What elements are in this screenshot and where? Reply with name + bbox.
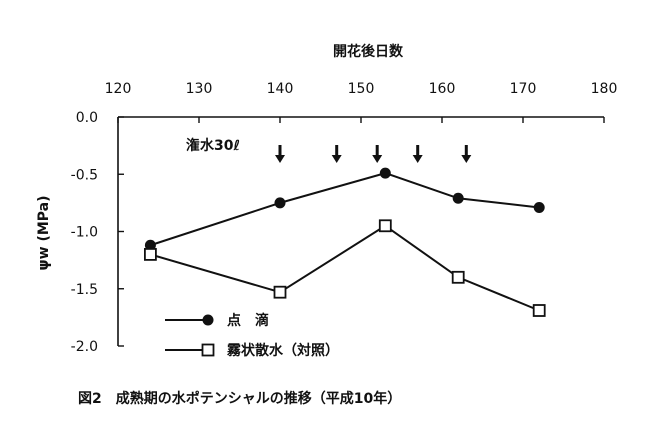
series-line [150,172,540,247]
legend-label-drip: 点 滴 [227,312,269,329]
arrow-head [331,155,342,163]
down-arrow-icon [372,145,383,163]
x-tick-label: 160 [429,81,456,97]
x-tick-label: 170 [510,81,537,97]
legend-marker-drip [202,314,214,326]
arrow-head [412,155,423,163]
data-point [274,197,286,209]
data-point [273,285,287,299]
legend-label-mist: 霧状散水（対照） [227,342,339,359]
y-axis-title: ψw (MPa) [36,196,52,271]
x-ticks: 120 130 140 150 160 170 180 [105,81,618,123]
data-point [451,270,465,284]
y-tick-label: -1.0 [71,225,98,241]
legend-item-drip: 点 滴 [165,312,269,329]
legend: 点 滴 霧状散水（対照） [165,312,339,359]
data-point [379,167,391,179]
arrow-head [372,155,383,163]
irrigation-arrows [275,145,472,163]
x-tick-label: 140 [267,81,294,97]
down-arrow-icon [331,145,342,163]
legend-item-mist: 霧状散水（対照） [165,342,339,359]
figure-caption: 図2 成熟期の水ポテンシャルの推移（平成10年） [78,390,401,407]
data-point [532,304,546,317]
x-tick-label: 130 [186,81,213,97]
series-line [150,224,540,312]
data-point [452,192,464,204]
x-tick-label: 180 [591,81,618,97]
data-point [143,247,157,261]
arrow-head [461,155,472,163]
data-point [533,201,545,213]
down-arrow-icon [275,145,285,163]
series-layer [143,167,546,317]
y-tick-label: -0.5 [71,167,98,183]
y-ticks: 0.0 -0.5 -1.0 -1.5 -2.0 [71,110,124,355]
data-point [144,239,156,251]
irrigation-annotation: 潅水30ℓ [186,137,240,154]
series-0 [144,167,545,251]
down-arrow-icon [461,145,472,163]
legend-marker-mist [201,343,215,357]
down-arrow-icon [412,145,423,163]
y-tick-label: -1.5 [71,282,98,298]
data-point [378,219,392,233]
series-1 [143,219,546,317]
x-tick-label: 120 [105,81,132,97]
x-tick-label: 150 [348,81,375,97]
arrow-head [275,155,285,163]
y-tick-label: 0.0 [76,110,98,126]
y-tick-label: -2.0 [71,339,98,355]
x-axis-title: 開花後日数 [333,43,404,60]
